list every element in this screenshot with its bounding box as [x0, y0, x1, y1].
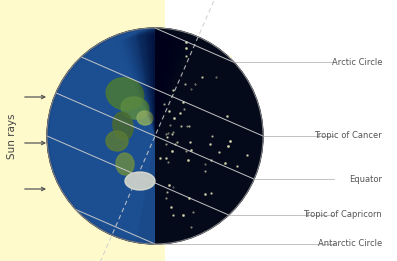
Wedge shape [151, 28, 159, 136]
Wedge shape [138, 31, 172, 136]
Wedge shape [47, 28, 155, 244]
Wedge shape [49, 32, 155, 240]
Ellipse shape [125, 172, 155, 190]
Wedge shape [148, 28, 162, 136]
Ellipse shape [106, 131, 128, 151]
Wedge shape [140, 30, 170, 136]
Ellipse shape [116, 153, 134, 175]
Ellipse shape [137, 111, 153, 125]
Text: Tropic of Cancer: Tropic of Cancer [314, 132, 382, 140]
Wedge shape [135, 31, 175, 136]
Text: Tropic of Capricorn: Tropic of Capricorn [303, 210, 382, 220]
Text: Antarctic Circle: Antarctic Circle [318, 240, 382, 248]
Text: Sun rays: Sun rays [7, 113, 17, 159]
Ellipse shape [106, 78, 144, 110]
Bar [0, 0, 165, 261]
Text: Arctic Circle: Arctic Circle [331, 58, 382, 67]
Ellipse shape [121, 97, 149, 119]
Ellipse shape [113, 112, 133, 140]
Wedge shape [146, 29, 164, 136]
Wedge shape [143, 29, 167, 136]
Wedge shape [130, 32, 180, 136]
Text: Equator: Equator [349, 175, 382, 183]
Circle shape [47, 28, 263, 244]
Wedge shape [133, 32, 177, 136]
